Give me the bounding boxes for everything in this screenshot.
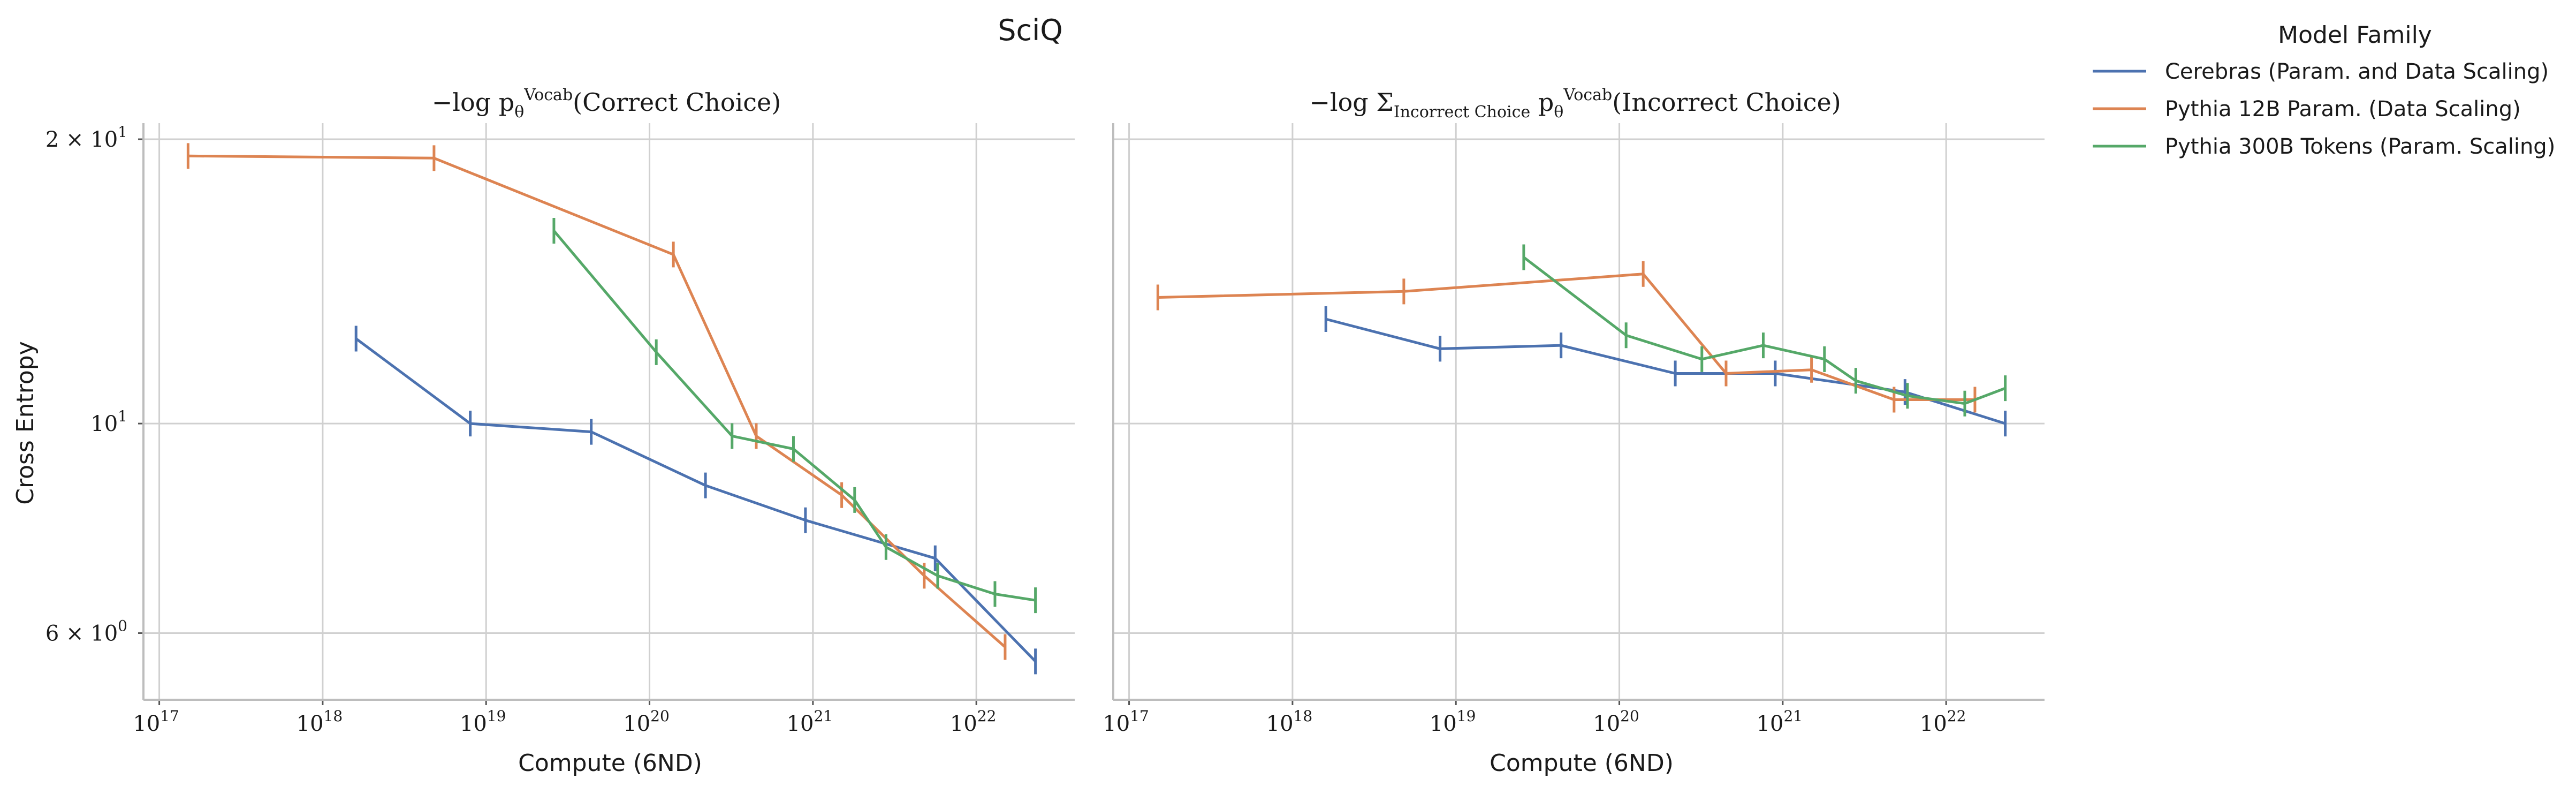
series-line-pythia-12b-param-data-scaling [188,154,1006,648]
legend-title: Model Family [2278,21,2432,49]
y-tick-label: 101 [90,407,127,436]
x-tick-label: 1020 [1593,707,1639,736]
series-line-pythia-300b-tokens-param-scaling [552,230,1036,602]
legend-label-pythia-300b: Pythia 300B Tokens (Param. Scaling) [2165,134,2555,159]
panel-1-title-theta: θ [514,103,524,122]
panel-2-title-p: p [1530,88,1554,117]
figure-title: SciQ [998,13,1062,47]
x-tick-label: 1020 [623,707,670,736]
panel-1-title-sup: Vocab [523,86,573,104]
panel-1-x-axis-label: Compute (6ND) [518,750,702,777]
panel-1-title-main: −log p [432,88,514,117]
series-line-pythia-300b-tokens-param-scaling [1523,256,2006,405]
x-tick-label: 1017 [1103,707,1149,736]
x-tick-label: 1019 [460,707,506,736]
legend-label-pythia-12b: Pythia 12B Param. (Data Scaling) [2165,97,2521,122]
panel-1-title: −log pθVocab(Correct Choice) [432,86,781,122]
x-tick-label: 1022 [950,707,997,736]
x-tick-label: 1017 [133,707,179,736]
x-tick-label: 1021 [1757,707,1803,736]
series-line-pythia-12b-param-data-scaling [1158,273,1975,401]
panel-1-title-tail: (Correct Choice) [573,88,781,117]
x-tick-label: 1018 [1266,707,1313,736]
y-tick-label: 6 × 100 [45,617,127,646]
x-tick-label: 1019 [1430,707,1476,736]
y-axis-label: Cross Entropy [12,341,39,505]
panel-2-title-sup: Vocab [1563,86,1612,104]
x-tick-label: 1022 [1920,707,1966,736]
panel-incorrect-choice: 1017 1018 1019 1020 1021 1022 [1103,123,2045,736]
legend: Model Family Cerebras (Param. and Data S… [2093,21,2555,159]
series-line-cerebras-param-and-data-scaling [355,337,1037,663]
panel-2-title-main: −log Σ [1309,88,1394,117]
legend-label-cerebras: Cerebras (Param. and Data Scaling) [2165,59,2549,84]
y-tick-label: 2 × 101 [45,123,127,152]
x-tick-label: 1021 [787,707,833,736]
panel-correct-choice: 1017 1018 1019 1020 1021 1022 2 × 101 101 6 × 10… [45,123,1075,736]
panel-2-title-tail: (Incorrect Choice) [1612,88,1841,117]
panel-2-title-theta: θ [1554,103,1563,122]
panel-2-title-sub: Incorrect Choice [1394,103,1530,122]
series-line-cerebras-param-and-data-scaling [1325,317,2006,425]
x-tick-label: 1018 [297,707,343,736]
panel-2-x-axis-label: Compute (6ND) [1490,750,1674,777]
panel-2-title: −log ΣIncorrect Choice pθVocab(Incorrect… [1309,86,1841,122]
